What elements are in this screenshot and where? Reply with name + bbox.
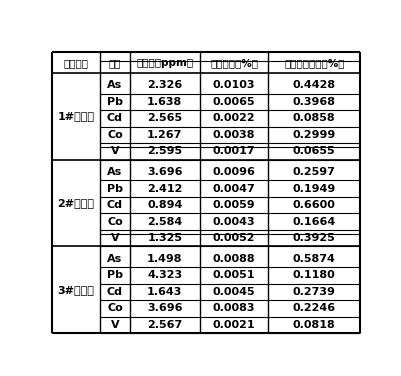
Text: 0.1664: 0.1664: [292, 217, 335, 227]
Text: As: As: [107, 80, 122, 90]
Text: 0.0043: 0.0043: [212, 217, 255, 227]
Text: 0.0045: 0.0045: [212, 287, 255, 297]
Text: 0.0022: 0.0022: [212, 114, 255, 123]
Text: 2#未知样: 2#未知样: [57, 198, 94, 208]
Text: Co: Co: [107, 130, 122, 140]
Text: 1.325: 1.325: [147, 233, 182, 243]
Text: Cd: Cd: [107, 200, 123, 210]
Text: Pb: Pb: [107, 183, 123, 194]
Text: 0.5874: 0.5874: [292, 254, 335, 264]
Text: V: V: [110, 147, 119, 156]
Text: 0.3968: 0.3968: [292, 97, 335, 107]
Text: V: V: [110, 233, 119, 243]
Text: 0.2999: 0.2999: [292, 130, 335, 140]
Text: 2.565: 2.565: [147, 114, 182, 123]
Text: 0.0088: 0.0088: [212, 254, 255, 264]
Text: 0.0096: 0.0096: [212, 167, 255, 177]
Text: 0.0021: 0.0021: [212, 320, 255, 330]
Text: 2.412: 2.412: [147, 183, 182, 194]
Text: 0.0858: 0.0858: [292, 114, 335, 123]
Text: 1.643: 1.643: [147, 287, 182, 297]
Text: 0.4428: 0.4428: [292, 80, 335, 90]
Text: 元素: 元素: [108, 58, 121, 68]
Text: 0.2246: 0.2246: [292, 303, 335, 314]
Text: 平均值（ppm）: 平均值（ppm）: [136, 58, 193, 68]
Text: 0.0051: 0.0051: [212, 270, 255, 280]
Text: Cd: Cd: [107, 287, 123, 297]
Text: 3.696: 3.696: [147, 303, 182, 314]
Text: 1.638: 1.638: [147, 97, 182, 107]
Text: 3#未知样: 3#未知样: [57, 285, 94, 295]
Text: 4.323: 4.323: [147, 270, 182, 280]
Text: V: V: [110, 320, 119, 330]
Text: Pb: Pb: [107, 97, 123, 107]
Text: 0.2597: 0.2597: [292, 167, 335, 177]
Text: 1.267: 1.267: [147, 130, 182, 140]
Text: 0.0103: 0.0103: [212, 80, 255, 90]
Text: 2.326: 2.326: [147, 80, 182, 90]
Text: Cd: Cd: [107, 114, 123, 123]
Text: As: As: [107, 167, 122, 177]
Text: 0.3925: 0.3925: [292, 233, 335, 243]
Text: Co: Co: [107, 303, 122, 314]
Text: 0.6600: 0.6600: [292, 200, 335, 210]
Text: 标准偏差（%）: 标准偏差（%）: [210, 58, 257, 68]
Text: Pb: Pb: [107, 270, 123, 280]
Text: 相对标准偏差（%）: 相对标准偏差（%）: [284, 58, 344, 68]
Text: 0.0038: 0.0038: [212, 130, 255, 140]
Text: 0.894: 0.894: [147, 200, 182, 210]
Text: 2.584: 2.584: [147, 217, 182, 227]
Text: As: As: [107, 254, 122, 264]
Text: 0.1180: 0.1180: [292, 270, 335, 280]
Text: 0.0818: 0.0818: [292, 320, 335, 330]
Text: 0.0047: 0.0047: [212, 183, 255, 194]
Text: 0.1949: 0.1949: [292, 183, 335, 194]
Text: 0.0655: 0.0655: [292, 147, 335, 156]
Text: 3.696: 3.696: [147, 167, 182, 177]
Text: Co: Co: [107, 217, 122, 227]
Text: 0.0065: 0.0065: [212, 97, 255, 107]
Text: 1.498: 1.498: [147, 254, 182, 264]
Text: 2.595: 2.595: [147, 147, 182, 156]
Text: 1#未知样: 1#未知样: [57, 111, 94, 121]
Text: 0.0052: 0.0052: [212, 233, 255, 243]
Text: 样品编号: 样品编号: [63, 58, 88, 68]
Text: 2.567: 2.567: [147, 320, 182, 330]
Text: 0.2739: 0.2739: [292, 287, 335, 297]
Text: 0.0059: 0.0059: [212, 200, 255, 210]
Text: 0.0017: 0.0017: [212, 147, 255, 156]
Text: 0.0083: 0.0083: [212, 303, 255, 314]
